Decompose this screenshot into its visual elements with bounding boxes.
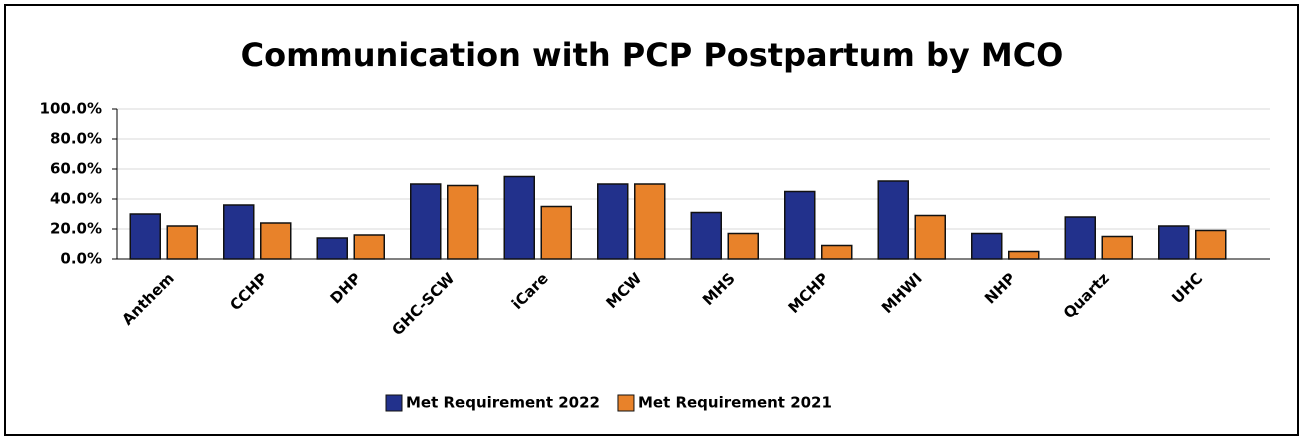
bar	[447, 184, 479, 260]
y-tick-label: 40.0%	[50, 190, 102, 208]
bar	[540, 205, 572, 260]
y-tick-label: 60.0%	[50, 160, 102, 178]
chart-title: Communication with PCP Postpartum by MCO	[241, 36, 1064, 74]
bar	[877, 180, 909, 260]
bar	[634, 183, 666, 260]
bar	[1064, 216, 1096, 260]
y-tick-label: 80.0%	[50, 130, 102, 148]
bar	[597, 183, 629, 260]
bar	[353, 234, 385, 260]
bar	[316, 237, 348, 260]
bar	[1158, 225, 1190, 260]
bar	[914, 214, 946, 260]
y-tick-label: 20.0%	[50, 220, 102, 238]
bar	[410, 183, 442, 260]
bar	[129, 213, 161, 260]
bar	[1008, 250, 1040, 260]
legend-label: Met Requirement 2022	[406, 394, 600, 412]
bar	[503, 175, 535, 260]
bar	[784, 190, 816, 260]
legend-swatch	[385, 394, 403, 412]
bar	[1101, 235, 1133, 260]
bar	[166, 225, 198, 260]
bar	[690, 211, 722, 260]
bar	[821, 244, 853, 260]
legend-label: Met Requirement 2021	[638, 394, 832, 412]
bar	[1195, 229, 1227, 260]
bar	[971, 232, 1003, 260]
y-tick-label: 100.0%	[40, 100, 102, 118]
bar	[727, 232, 759, 260]
legend-swatch	[617, 394, 635, 412]
bar	[223, 204, 255, 260]
y-tick-label: 0.0%	[60, 250, 102, 268]
bar	[260, 222, 292, 260]
